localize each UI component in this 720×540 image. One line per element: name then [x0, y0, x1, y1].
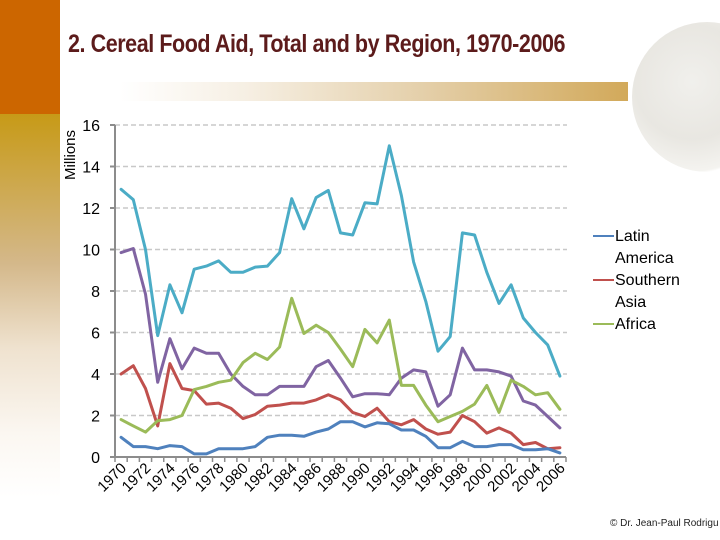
axes [110, 124, 567, 462]
y-tick-label: 0 [91, 450, 100, 467]
gridlines [115, 124, 567, 417]
legend-item: Southern Asia [593, 272, 680, 311]
y-tick-label: 8 [91, 284, 100, 301]
y-tick-label: 14 [82, 160, 100, 177]
legend-label: Latin [615, 228, 650, 245]
series-lines [119, 144, 562, 456]
sidebar-gradient [0, 114, 60, 540]
series-line-unlabeled-1 [119, 247, 562, 430]
copyright-credit: © Dr. Jean-Paul Rodrigu [610, 518, 719, 529]
legend: Latin America Southern Asia Africa [593, 228, 680, 333]
sidebar-accent-block [0, 0, 60, 114]
y-tick-label: 4 [91, 367, 100, 384]
slide-title: 2. Cereal Food Aid, Total and by Region,… [68, 30, 566, 58]
y-tick-label: 6 [91, 326, 100, 343]
y-tick-label: 12 [82, 201, 100, 218]
title-underline-bar [120, 82, 628, 101]
legend-label: Africa [615, 316, 656, 333]
series-line-africa [119, 296, 562, 434]
legend-item: Africa [593, 316, 656, 333]
series-line-latin-america [119, 420, 562, 456]
y-tick-label: 10 [82, 243, 100, 260]
x-tick-label: 2006 [533, 460, 569, 496]
legend-item: Latin America [593, 228, 674, 267]
y-tick-label: 2 [91, 409, 100, 426]
series-line-unlabeled-0 [119, 144, 562, 378]
y-tick-label: 16 [82, 118, 100, 135]
tick-labels: 0246810121416197019721974197619781980198… [82, 118, 569, 495]
legend-label: Southern [615, 272, 680, 289]
legend-label: America [615, 250, 674, 267]
y-axis-label: Millions [62, 130, 79, 180]
legend-label: Asia [615, 294, 646, 311]
